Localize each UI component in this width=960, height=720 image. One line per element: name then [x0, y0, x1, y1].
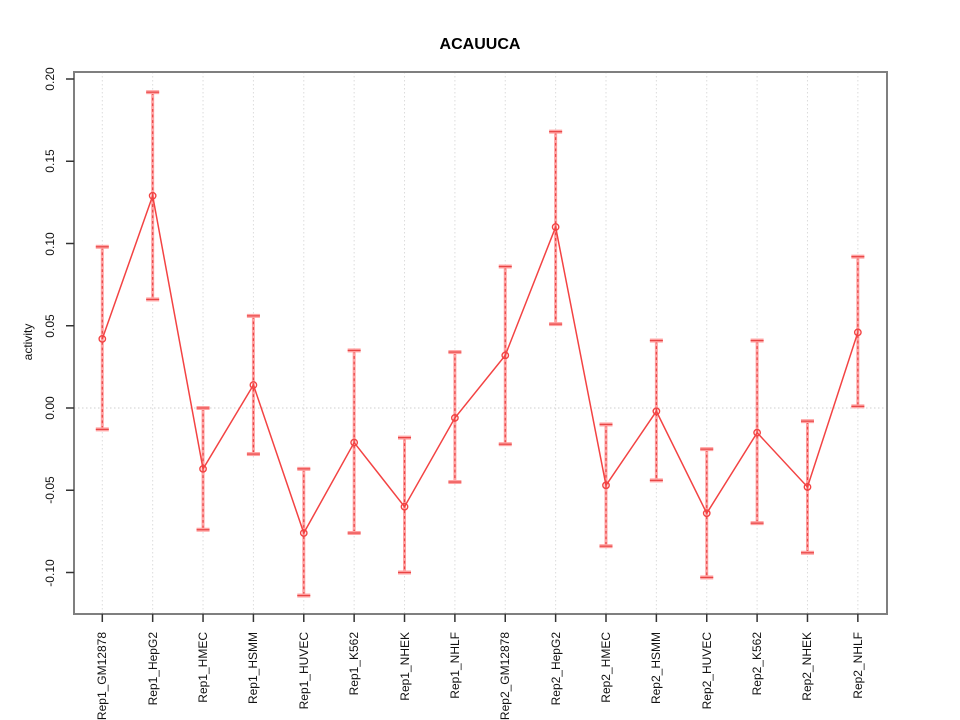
- y-tick-label: 0.05: [43, 314, 57, 338]
- y-tick-label: 0.00: [43, 396, 57, 420]
- y-tick-label: 0.20: [43, 67, 57, 91]
- data-point: [652, 407, 661, 416]
- data-point: [602, 481, 610, 490]
- data-point: [148, 191, 157, 200]
- data-point: [98, 335, 107, 343]
- x-category-label: Rep2_NHLF: [850, 632, 865, 699]
- x-category-label: Rep1_K562: [347, 632, 362, 696]
- data-point: [400, 502, 409, 511]
- x-category-label: Rep1_NHLF: [447, 632, 462, 699]
- data-point: [249, 381, 258, 389]
- x-category-label: Rep2_HSMM: [649, 632, 664, 705]
- x-category-label: Rep2_HUVEC: [699, 632, 714, 710]
- data-point: [199, 464, 207, 473]
- data-point: [551, 223, 560, 231]
- x-category-label: Rep2_NHEK: [800, 632, 815, 701]
- chart-title: ACAUUCA: [439, 36, 521, 53]
- x-category-label: Rep2_K562: [750, 632, 765, 696]
- x-category-label: Rep1_HSMM: [246, 632, 261, 705]
- plot-border: [73, 71, 888, 615]
- x-category-label: Rep1_NHEK: [397, 632, 412, 701]
- x-category-label: Rep1_GM12878: [95, 632, 110, 720]
- data-point: [702, 509, 711, 518]
- y-tick-label: 0.10: [43, 231, 57, 256]
- x-category-label: Rep2_HMEC: [599, 632, 613, 703]
- series-line: [101, 192, 859, 535]
- y-tick-label: 0.15: [43, 149, 57, 173]
- data-point: [753, 428, 762, 437]
- x-category-label: Rep2_HepG2: [548, 632, 563, 706]
- data-point: [803, 483, 812, 491]
- data-point: [501, 351, 510, 360]
- data-point: [450, 413, 459, 422]
- data-point: [350, 438, 359, 447]
- y-tick-label: -0.10: [43, 558, 57, 587]
- data-point: [299, 529, 308, 537]
- x-category-label: Rep1_HUVEC: [296, 632, 311, 710]
- y-tick-label: -0.05: [43, 476, 57, 504]
- data-point: [853, 328, 862, 337]
- x-category-label: Rep2_GM12878: [498, 632, 513, 720]
- x-category-label: Rep1_HepG2: [145, 632, 160, 706]
- x-category-label: Rep1_HMEC: [196, 632, 211, 703]
